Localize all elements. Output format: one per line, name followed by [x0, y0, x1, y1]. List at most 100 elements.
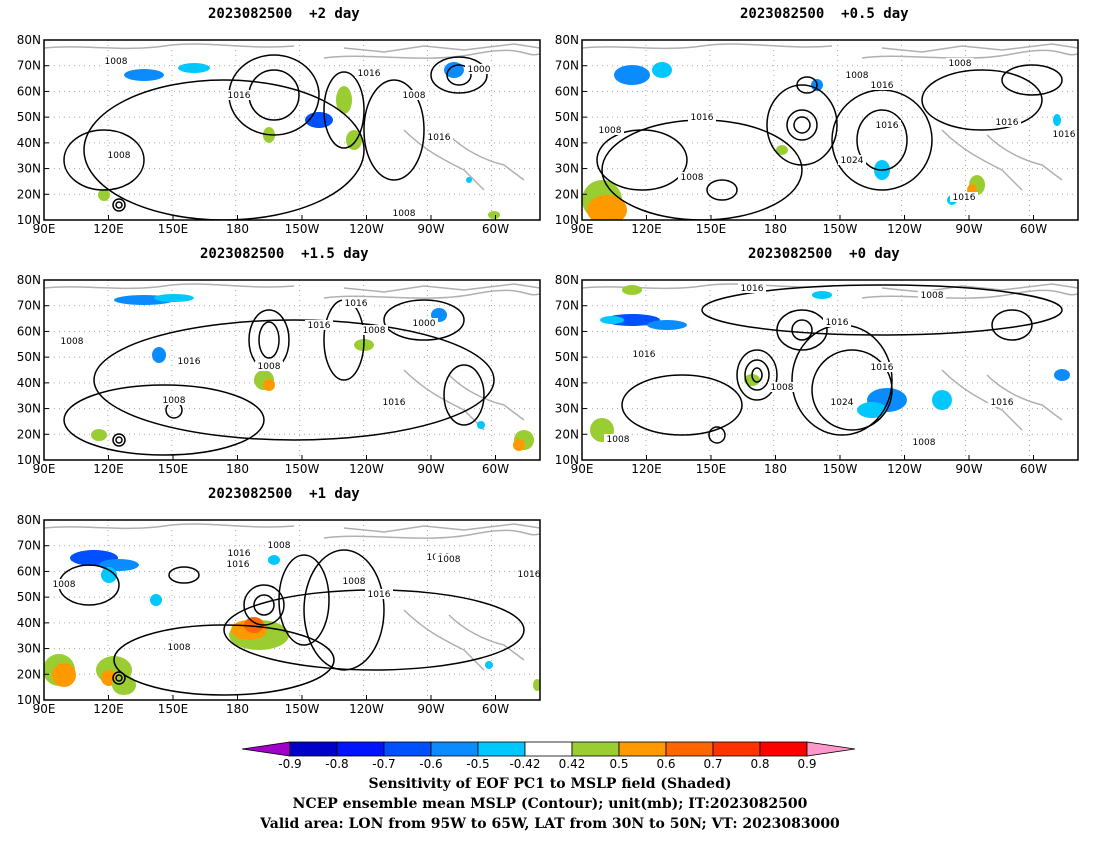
contour-label: 1008	[393, 209, 416, 219]
contour-label-bg	[678, 172, 706, 182]
sensitivity-shading	[1053, 114, 1061, 126]
sensitivity-shading	[152, 347, 166, 363]
contour-label: 1016	[826, 318, 849, 328]
colorbar-arrow-high	[806, 741, 856, 757]
lat-tick-label: 40N	[555, 376, 579, 390]
contour-label: 1008	[363, 326, 386, 336]
footer-line-2: NCEP ensemble mean MSLP (Contour); unit(…	[292, 796, 808, 812]
sensitivity-shading	[91, 429, 107, 441]
contour-label: 1024	[841, 156, 864, 166]
lat-tick-label: 70N	[555, 299, 579, 313]
map-frame	[581, 279, 1079, 461]
contour-label: 1008	[607, 435, 630, 445]
contour-label-bg	[400, 90, 428, 100]
sensitivity-shading	[812, 291, 832, 299]
colorbar: -0.9 -0.8 -0.7 -0.6 -0.5 -0.42 0.42 0.5 0.6 0.7 0.…	[241, 741, 856, 771]
map-panel-1day: 1008101610081016100810161016101610081008…	[17, 513, 541, 716]
coastline	[881, 43, 1078, 53]
lon-tick-label: 180	[226, 462, 249, 476]
sensitivity-shading	[263, 379, 275, 391]
colorbar-segment	[524, 741, 573, 757]
contour-label-bg	[946, 58, 974, 68]
contour-label: 1000	[413, 319, 436, 329]
contour-label-bg	[738, 283, 766, 293]
lat-tick-label: 70N	[555, 59, 579, 73]
sensitivity-shading	[346, 130, 362, 150]
contour-label: 1016	[383, 398, 406, 408]
coastline	[448, 134, 525, 181]
mslp-contour	[811, 349, 893, 431]
map-frame	[43, 39, 541, 221]
lat-tick-label: 10N	[17, 693, 41, 707]
lon-tick-label: 60W	[1020, 462, 1047, 476]
sensitivity-shading	[244, 617, 264, 633]
map-content: 1008 1016 1016 1008 1000 1008 1016 1008 1016	[44, 280, 540, 460]
sensitivity-shading	[533, 679, 540, 691]
colorbar-segment	[383, 741, 432, 757]
mslp-contour	[621, 374, 743, 436]
contour-label-bg	[993, 117, 1021, 127]
lon-tick-label: 150W	[285, 462, 320, 476]
contour-label: 1016	[178, 357, 201, 367]
lon-tick-label: 90E	[571, 462, 594, 476]
lon-tick-label: 150E	[158, 702, 189, 716]
mslp-contour	[443, 364, 485, 426]
coastline	[403, 609, 485, 671]
coastline	[44, 43, 295, 50]
sensitivity-shading	[600, 316, 624, 324]
mslp-contour	[243, 584, 285, 626]
coastline	[448, 614, 525, 661]
lat-tick-label: 20N	[17, 187, 41, 201]
contour-label: 1016	[991, 398, 1014, 408]
lon-tick-label: 120W	[349, 222, 384, 236]
lon-tick-label: 90W	[955, 462, 982, 476]
sensitivity-shading	[622, 285, 642, 295]
contour-label-bg	[828, 397, 856, 407]
mslp-contour	[253, 594, 275, 616]
colorbar-label: 0.8	[750, 757, 769, 771]
lat-tick-label: 50N	[555, 350, 579, 364]
footer-line-1: Sensitivity of EOF PC1 to MSLP field (Sh…	[368, 776, 732, 792]
lon-tick-label: 90E	[33, 462, 56, 476]
lat-tick-label: 40N	[555, 136, 579, 150]
contour-label-bg	[688, 112, 716, 122]
mslp-contour	[706, 179, 738, 201]
contour-label-bg	[868, 80, 896, 90]
contour-label: 1008	[343, 577, 366, 587]
contour-label: 1024	[831, 398, 854, 408]
contour-label: 1016	[228, 91, 251, 101]
coastline	[44, 523, 295, 530]
lon-tick-label: 60W	[482, 702, 509, 716]
colorbar-segment	[336, 741, 385, 757]
contour-label-bg	[910, 437, 938, 447]
lat-tick-label: 60N	[17, 84, 41, 98]
lat-tick-label: 80N	[17, 513, 41, 527]
coastline	[941, 129, 1023, 191]
contour-label-bg	[465, 64, 493, 74]
lon-tick-label: 90W	[417, 702, 444, 716]
colorbar-label: 0.5	[609, 757, 628, 771]
coastline	[986, 134, 1063, 181]
map-content: 1008 1016 1000 1016 1008 1016 1008 1008	[44, 40, 540, 220]
sensitivity-shading	[857, 402, 887, 418]
contour-label-bg	[365, 589, 393, 599]
colorbar-label: -0.9	[278, 757, 301, 771]
lat-tick-label: 30N	[555, 162, 579, 176]
lon-tick-label: 150E	[158, 462, 189, 476]
lon-tick-label: 150W	[285, 222, 320, 236]
sensitivity-shading	[101, 567, 117, 583]
colorbar-segment	[477, 741, 526, 757]
coastline	[861, 289, 1078, 299]
lon-tick-label: 180	[226, 702, 249, 716]
map-panel-2day: 1008 1016 1000 1016 1008 1016 1008 1008 80N 70N 60…	[17, 33, 541, 236]
colorbar-label: 0.42	[559, 757, 586, 771]
coastline	[343, 283, 540, 293]
lat-tick-label: 20N	[555, 187, 579, 201]
mslp-contour	[113, 624, 335, 696]
contour-label: 1016	[227, 560, 250, 570]
sensitivity-shading	[477, 421, 485, 429]
contour-label: 1016	[345, 299, 368, 309]
colorbar-label: -0.7	[372, 757, 395, 771]
contour-label-bg	[380, 397, 408, 407]
colorbar-label: 0.6	[656, 757, 675, 771]
